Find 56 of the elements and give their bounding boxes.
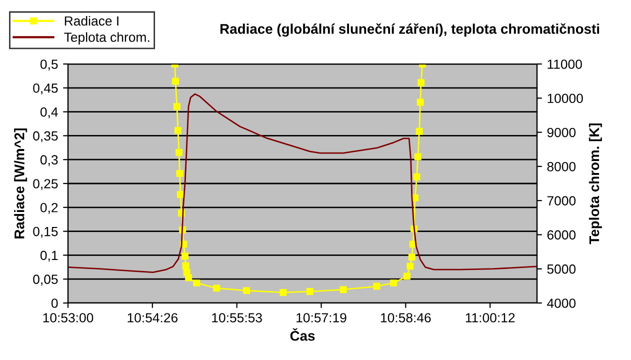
point bbox=[340, 286, 347, 294]
y-tick-label: 0,25 bbox=[33, 179, 58, 190]
y2-tick-label: 10000 bbox=[548, 94, 583, 104]
point bbox=[414, 153, 422, 160]
point bbox=[172, 78, 179, 85]
point bbox=[406, 262, 414, 270]
x-tick-label: 11:00:12 bbox=[466, 313, 515, 322]
y-tick-label: 0,2 bbox=[40, 202, 58, 214]
y-tick-label: 0,4 bbox=[40, 107, 58, 118]
point bbox=[176, 191, 184, 198]
legend-label: Teplota chrom. bbox=[64, 32, 150, 45]
y2-tick-label: 9000 bbox=[547, 128, 576, 138]
point bbox=[418, 79, 425, 86]
point bbox=[182, 252, 188, 260]
point bbox=[176, 148, 183, 156]
x-tick-label: 10:54:26 bbox=[128, 313, 178, 322]
point bbox=[416, 128, 423, 135]
point bbox=[390, 279, 398, 286]
y-tick-label: 0,1 bbox=[40, 250, 58, 262]
y-tick-label: 0,15 bbox=[33, 226, 58, 238]
x-tick-label: 10:58:46 bbox=[380, 313, 431, 322]
point bbox=[213, 284, 220, 292]
y2-tick-label: 11000 bbox=[548, 60, 582, 69]
point bbox=[408, 254, 416, 261]
y2-tick-label: 8000 bbox=[547, 162, 576, 172]
x-tick-label: 10:55:53 bbox=[212, 313, 262, 322]
point bbox=[413, 173, 420, 180]
y-axis-title: Radiace [W/m^2] bbox=[14, 128, 28, 238]
point bbox=[403, 272, 410, 280]
y2-tick-label: 6000 bbox=[547, 230, 576, 240]
y-tick-label: 0,35 bbox=[33, 131, 58, 142]
point bbox=[193, 279, 200, 286]
legend-label: Radiace I bbox=[64, 16, 118, 26]
point bbox=[306, 288, 314, 295]
point bbox=[176, 170, 184, 177]
y2-tick-label: 4000 bbox=[547, 298, 576, 308]
point bbox=[280, 289, 287, 296]
y2-axis-title: Teplota chrom. [K] bbox=[588, 123, 602, 244]
point bbox=[243, 287, 250, 294]
point bbox=[373, 282, 380, 290]
chart-title: Radiace (globální sluneční záření), teplota chromatičnosti bbox=[220, 23, 600, 37]
y-tick-label: 0,5 bbox=[40, 60, 58, 70]
y-tick-label: 0,45 bbox=[33, 83, 58, 94]
y-tick-label: 0 bbox=[51, 298, 58, 308]
point bbox=[174, 126, 182, 134]
x-tick-label: 10:53:00 bbox=[43, 313, 94, 322]
point bbox=[416, 98, 424, 106]
x-axis-title: Čas bbox=[290, 328, 315, 341]
y2-tick-label: 5000 bbox=[547, 264, 576, 274]
point bbox=[182, 262, 190, 270]
point bbox=[173, 103, 180, 110]
y2-tick-label: 7000 bbox=[547, 196, 576, 206]
x-tick-label: 10:57:19 bbox=[296, 313, 346, 322]
point bbox=[185, 274, 192, 282]
y-tick-label: 0,3 bbox=[40, 155, 58, 166]
y-tick-label: 0,05 bbox=[33, 274, 58, 286]
